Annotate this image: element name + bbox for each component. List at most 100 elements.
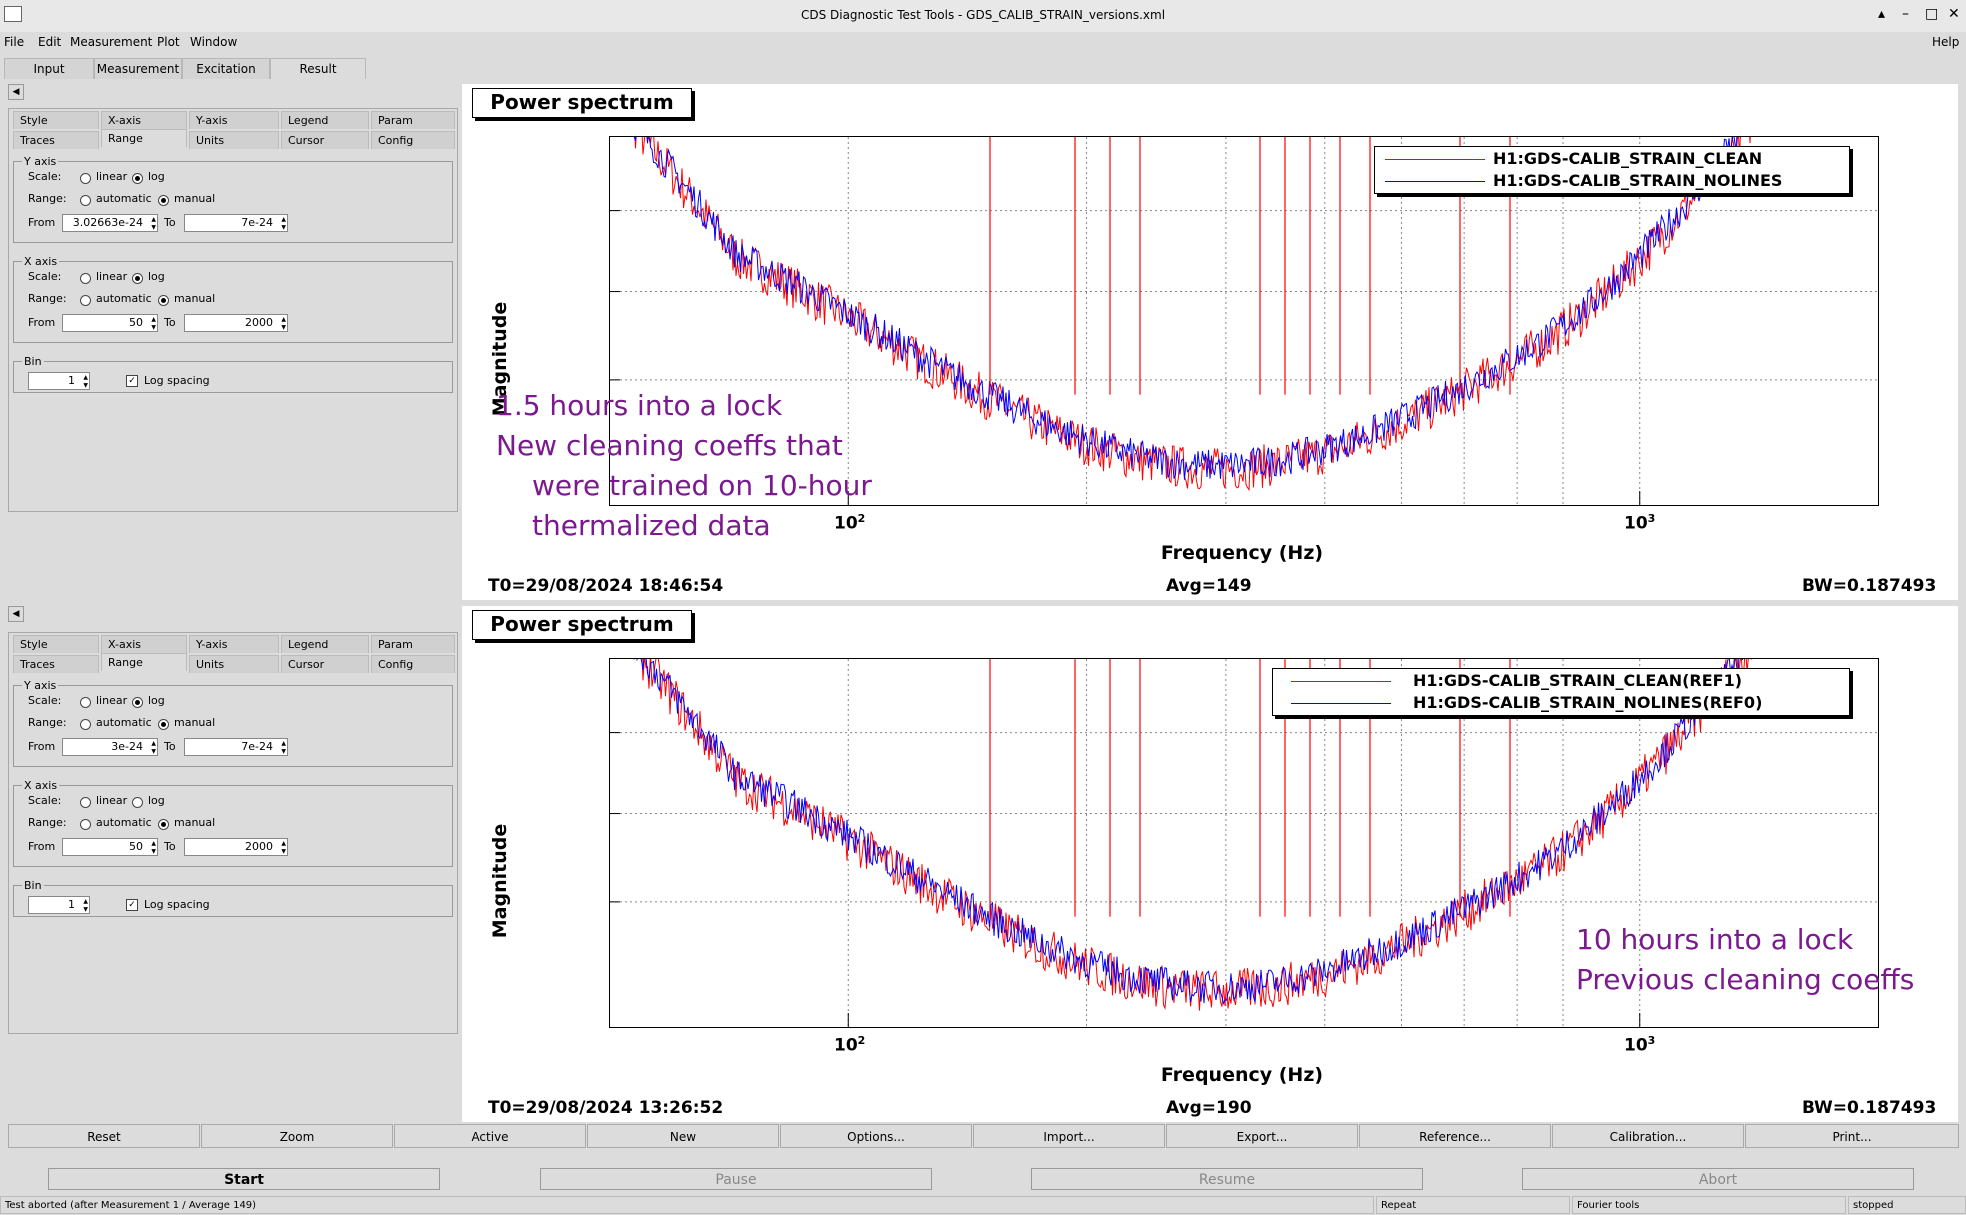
menu-measurement[interactable]: Measurement: [70, 35, 153, 49]
maximize-icon[interactable]: □: [1925, 6, 1939, 22]
tab-yaxis-1[interactable]: Y-axis: [189, 111, 279, 129]
menu-bar: File Edit Measurement Plot Window Help: [0, 32, 1966, 54]
yaxis-linear-radio[interactable]: [80, 173, 91, 184]
start-button[interactable]: Start: [48, 1168, 440, 1190]
linear-label: linear: [96, 794, 128, 807]
tab-input[interactable]: Input: [4, 58, 94, 79]
tab-config-2[interactable]: Config: [371, 655, 455, 673]
tab-units-2[interactable]: Units: [189, 655, 279, 673]
y-axis-label: Magnitude: [489, 823, 511, 939]
menu-help[interactable]: Help: [1932, 35, 1960, 49]
legend-entry-nolines: H1:GDS-CALIB_STRAIN_NOLINES: [1493, 171, 1783, 190]
menu-file[interactable]: File: [4, 35, 25, 49]
yaxis-automatic-radio[interactable]: [80, 719, 91, 730]
xaxis-manual-radio[interactable]: [158, 295, 169, 306]
tab-style-2[interactable]: Style: [13, 635, 99, 653]
spectrum-plot: [610, 659, 1878, 1027]
shade-icon[interactable]: ▴: [1878, 6, 1886, 22]
xaxis-automatic-radio[interactable]: [80, 819, 91, 830]
xaxis-manual-radio[interactable]: [158, 819, 169, 830]
yaxis-log-radio[interactable]: [132, 173, 143, 184]
xaxis-from-input[interactable]: 50: [62, 314, 158, 332]
collapse-arrow-icon-1[interactable]: ◀: [8, 84, 24, 100]
yaxis-to-input[interactable]: 7e-24: [184, 738, 288, 756]
log-label: log: [148, 170, 165, 183]
plot-legend[interactable]: H1:GDS-CALIB_STRAIN_CLEAN(REF1) H1:GDS-C…: [1272, 668, 1850, 716]
menu-edit[interactable]: Edit: [38, 35, 62, 49]
tab-range-2[interactable]: Range: [101, 653, 187, 671]
range-label: Range:: [28, 292, 67, 305]
yaxis-from-input[interactable]: 3.02663e-24: [62, 214, 158, 232]
tab-excitation[interactable]: Excitation: [182, 58, 270, 79]
range-label: Range:: [28, 192, 67, 205]
collapse-arrow-icon-2[interactable]: ◀: [8, 606, 24, 622]
tab-yaxis-2[interactable]: Y-axis: [189, 635, 279, 653]
reference-button[interactable]: Reference...: [1359, 1124, 1551, 1148]
bin-legend: Bin: [24, 879, 42, 892]
manual-label: manual: [174, 292, 216, 305]
log-spacing-checkbox[interactable]: ✓: [126, 375, 138, 387]
options-button[interactable]: Options...: [780, 1124, 972, 1148]
export-button[interactable]: Export...: [1166, 1124, 1358, 1148]
yaxis-manual-radio[interactable]: [158, 195, 169, 206]
minimize-icon[interactable]: –: [1902, 6, 1909, 22]
xaxis-to-input[interactable]: 2000: [184, 314, 288, 332]
tab-config-1[interactable]: Config: [371, 131, 455, 149]
xaxis-log-radio[interactable]: [132, 273, 143, 284]
yaxis-manual-radio[interactable]: [158, 719, 169, 730]
tab-measurement[interactable]: Measurement: [94, 58, 182, 79]
tab-param-2[interactable]: Param: [371, 635, 455, 653]
xaxis-automatic-radio[interactable]: [80, 295, 91, 306]
calibration-button[interactable]: Calibration...: [1552, 1124, 1744, 1148]
print-button[interactable]: Print...: [1745, 1124, 1959, 1148]
scale-label: Scale:: [28, 794, 62, 807]
plot-pane-1: Power spectrum Magnitude 102 103 Frequen…: [462, 84, 1958, 600]
reset-button[interactable]: Reset: [8, 1124, 200, 1148]
tab-legend-2[interactable]: Legend: [281, 635, 369, 653]
tab-units-1[interactable]: Units: [189, 131, 279, 149]
tab-cursor-1[interactable]: Cursor: [281, 131, 369, 149]
tab-range-1[interactable]: Range: [101, 129, 187, 147]
plot-area[interactable]: [609, 658, 1879, 1028]
tab-traces-2[interactable]: Traces: [13, 655, 99, 673]
scale-label: Scale:: [28, 170, 62, 183]
linear-label: linear: [96, 694, 128, 707]
tab-xaxis-2[interactable]: X-axis: [101, 635, 187, 653]
zoom-button[interactable]: Zoom: [201, 1124, 393, 1148]
menu-window[interactable]: Window: [190, 35, 238, 49]
tab-legend-1[interactable]: Legend: [281, 111, 369, 129]
log-spacing-checkbox[interactable]: ✓: [126, 899, 138, 911]
close-icon[interactable]: ✕: [1948, 6, 1960, 22]
yaxis-log-radio[interactable]: [132, 697, 143, 708]
yaxis-linear-radio[interactable]: [80, 697, 91, 708]
xaxis-linear-radio[interactable]: [80, 797, 91, 808]
to-label: To: [164, 216, 176, 229]
import-button[interactable]: Import...: [973, 1124, 1165, 1148]
new-button[interactable]: New: [587, 1124, 779, 1148]
tab-result[interactable]: Result: [270, 58, 366, 79]
active-button[interactable]: Active: [394, 1124, 586, 1148]
tab-style-1[interactable]: Style: [13, 111, 99, 129]
abort-button[interactable]: Abort: [1522, 1168, 1914, 1190]
menu-plot[interactable]: Plot: [157, 35, 180, 49]
xaxis-from-input[interactable]: 50: [62, 838, 158, 856]
tab-xaxis-1[interactable]: X-axis: [101, 111, 187, 129]
bin-input[interactable]: 1: [28, 896, 90, 914]
xaxis-log-radio[interactable]: [132, 797, 143, 808]
plot-legend[interactable]: H1:GDS-CALIB_STRAIN_CLEAN H1:GDS-CALIB_S…: [1374, 146, 1850, 194]
resume-button[interactable]: Resume: [1031, 1168, 1423, 1190]
yaxis-from-input[interactable]: 3e-24: [62, 738, 158, 756]
tab-cursor-2[interactable]: Cursor: [281, 655, 369, 673]
range-label: Range:: [28, 716, 67, 729]
tab-traces-1[interactable]: Traces: [13, 131, 99, 149]
bin-group-2: Bin 1 ✓ Log spacing: [13, 879, 453, 917]
xaxis-to-input[interactable]: 2000: [184, 838, 288, 856]
yaxis-automatic-radio[interactable]: [80, 195, 91, 206]
pause-button[interactable]: Pause: [540, 1168, 932, 1190]
tab-param-1[interactable]: Param: [371, 111, 455, 129]
bin-input[interactable]: 1: [28, 372, 90, 390]
xaxis-linear-radio[interactable]: [80, 273, 91, 284]
plot-area[interactable]: [609, 136, 1879, 506]
yaxis-to-input[interactable]: 7e-24: [184, 214, 288, 232]
legend-entry-clean: H1:GDS-CALIB_STRAIN_CLEAN: [1493, 149, 1763, 168]
